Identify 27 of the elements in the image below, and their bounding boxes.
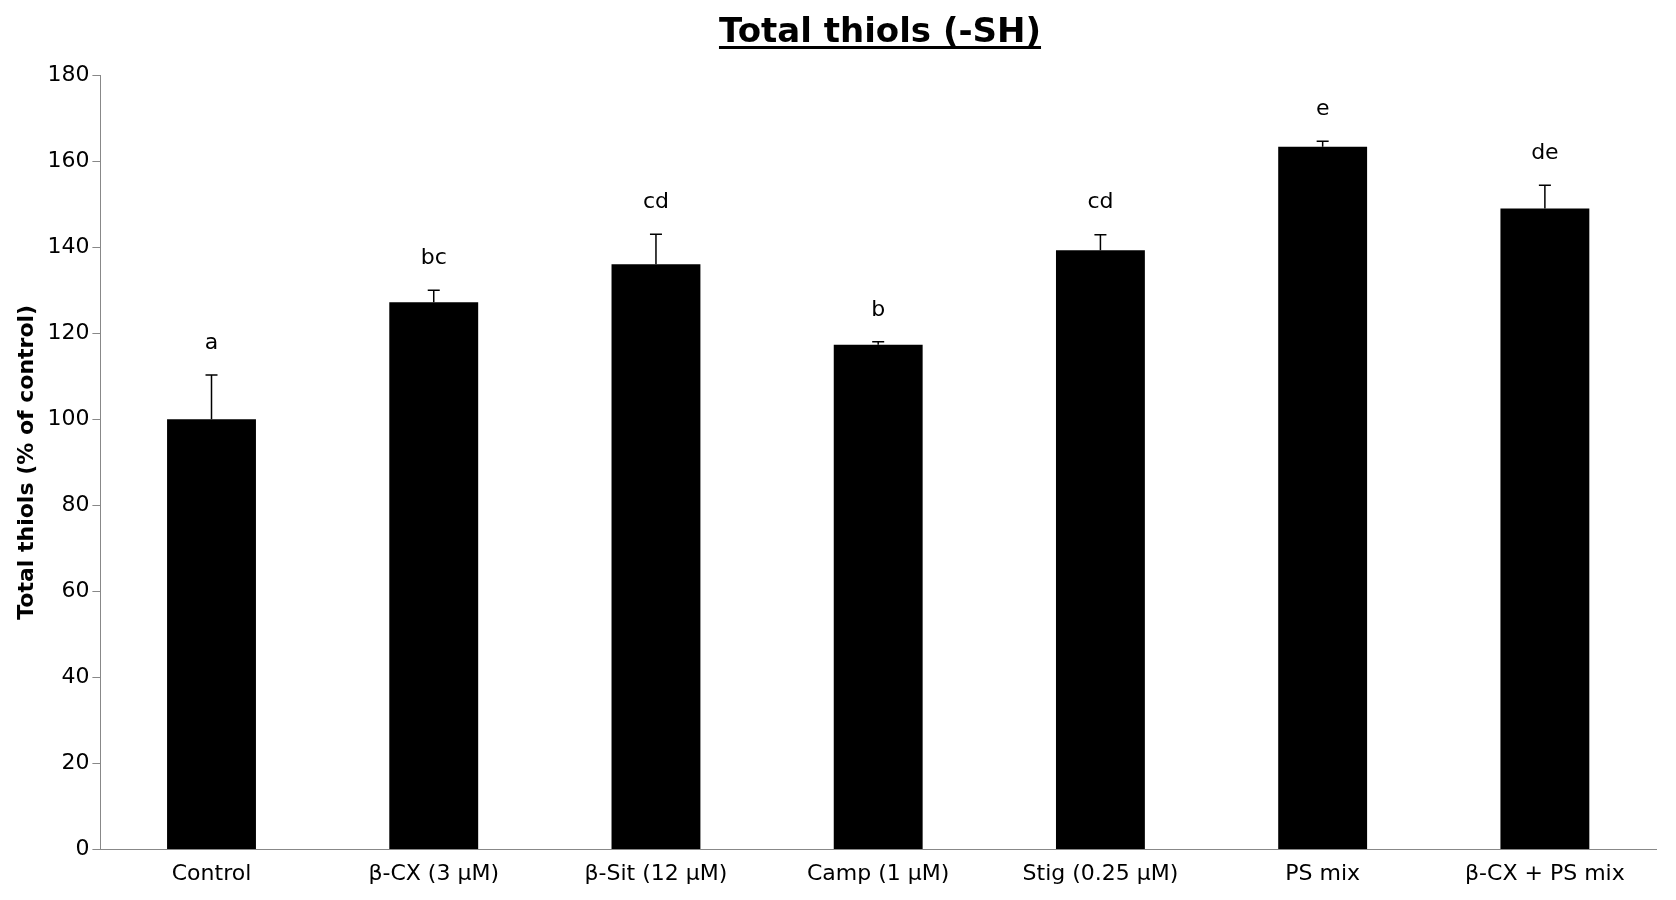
chart-title: Total thiols (-SH) [718, 10, 1042, 50]
annotation: cd [1087, 188, 1114, 214]
y-tick-label: 140 [47, 232, 90, 258]
y-tick-label: 0 [75, 835, 90, 861]
y-tick-label: 180 [47, 60, 90, 86]
y-tick-label: 160 [47, 146, 90, 172]
y-axis-title: Total thiols (% of control) [12, 304, 38, 620]
y-tick-label: 100 [47, 404, 90, 430]
annotation: e [1315, 94, 1330, 120]
y-tick-label: 20 [61, 749, 90, 775]
annotation: a [204, 328, 219, 354]
annotation: bc [420, 243, 447, 269]
bar [833, 344, 923, 850]
y-tick-label: 80 [61, 491, 90, 517]
y-tick-label: 40 [61, 663, 90, 689]
x-tick-label: β-Sit (12 μM) [584, 859, 728, 885]
annotation: cd [642, 187, 669, 213]
x-tick-label: Control [171, 859, 252, 885]
x-tick-label: β-CX + PS mix [1465, 859, 1625, 885]
y-tick-label: 60 [61, 577, 90, 603]
y-tick-label: 120 [47, 318, 90, 344]
annotation: b [871, 295, 886, 321]
x-tick-label: Stig (0.25 μM) [1022, 859, 1179, 885]
x-tick-label: Camp (1 μM) [807, 859, 950, 885]
x-tick-label: PS mix [1285, 859, 1361, 885]
x-tick-label: β-CX (3 μM) [368, 859, 500, 885]
annotation: de [1531, 138, 1559, 164]
